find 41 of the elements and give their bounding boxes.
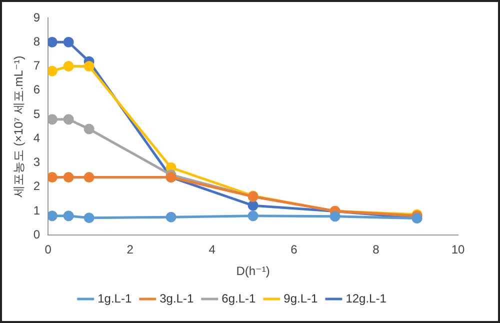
x-tick-label: 10 [451,242,465,257]
point [63,114,74,125]
point [84,124,94,134]
point [48,172,58,183]
y-axis-title: 세포농도 (×10⁷ 세포.mL⁻¹) [12,56,26,198]
point [248,210,258,222]
point [48,66,58,76]
point [48,114,58,125]
point [48,210,58,222]
legend-label: 9g.L-1 [284,291,318,306]
legend-label: 1g.L-1 [98,291,132,306]
x-tick-label: 2 [126,242,134,257]
y-tick-label: 0 [33,228,40,242]
point [63,36,74,48]
x-axis-title: D(h⁻¹) [236,264,270,278]
x-tick-label: 6 [290,242,298,257]
y-tick-label: 4 [33,130,40,145]
x-tick-label: 8 [372,242,380,257]
point [166,212,176,222]
point [63,61,74,72]
point [63,210,74,222]
y-tick-label: 5 [33,106,40,121]
legend-label: 6g.L-1 [222,291,256,306]
point [63,172,74,183]
point [84,212,94,224]
x-tick-label: 4 [208,242,216,257]
point [84,61,94,72]
y-tick-label: 1 [33,203,40,218]
y-tick-label: 2 [33,179,40,194]
legend-label: 12g.L-1 [346,291,387,306]
x-tick-label: 0 [44,242,52,257]
point [330,211,340,222]
y-tick-label: 3 [33,155,40,170]
y-tick-label: 9 [33,10,40,24]
y-tick-label: 8 [33,34,40,48]
point [48,36,58,48]
point [248,200,258,211]
y-tick-label: 7 [33,58,40,73]
y-tick-label: 6 [33,82,40,97]
legend-label: 3g.L-1 [160,291,194,306]
point [84,172,94,183]
